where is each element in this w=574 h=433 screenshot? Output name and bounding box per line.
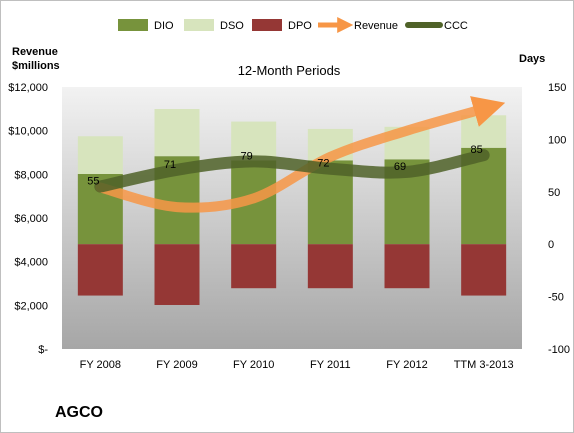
line-layer [94, 96, 506, 213]
left-tick-label: $10,000 [8, 126, 48, 138]
right-tick-label: 100 [548, 134, 566, 146]
bar-dpo-ttm-3-2013 [461, 244, 507, 296]
data-label-layer: 55 71 79 72 69 85 [87, 144, 483, 187]
left-tick-label: $- [38, 344, 48, 356]
x-tick-label-fy-2009: FY 2009 [156, 359, 197, 371]
ccc-label-fy-2011: 72 [317, 158, 329, 170]
ccc-line [94, 149, 490, 193]
x-tick-label-fy-2010: FY 2010 [233, 359, 274, 371]
right-tick-label: -50 [548, 292, 564, 304]
ccc-label-ttm-3-2013: 85 [471, 144, 483, 156]
legend-label-dpo: DPO [288, 20, 312, 32]
x-tick-label-ttm-3-2013: TTM 3-2013 [454, 359, 514, 371]
legend-swatch-dso [184, 19, 214, 31]
ccc-label-fy-2010: 79 [241, 150, 253, 162]
bar-dpo-fy-2012 [384, 244, 430, 289]
left-axis-label-line2: $millions [12, 60, 60, 72]
bar-dpo-fy-2009 [154, 244, 200, 305]
x-tick-label-fy-2012: FY 2012 [386, 359, 427, 371]
ccc-label-fy-2008: 55 [87, 176, 99, 188]
plot-area [62, 87, 522, 349]
right-tick-label: 0 [548, 239, 554, 251]
x-tick-label-fy-2011: FY 2011 [310, 359, 351, 371]
ccc-label-fy-2012: 69 [394, 161, 406, 173]
legend-label-revenue: Revenue [354, 20, 398, 32]
revenue-line [95, 96, 506, 213]
right-tick-label: 150 [548, 82, 566, 94]
bar-dpo-fy-2010 [231, 244, 277, 289]
right-tick-label: 50 [548, 187, 560, 199]
legend-label-dso: DSO [220, 20, 244, 32]
plot-background [62, 87, 522, 349]
bar-dpo-fy-2008 [77, 244, 123, 296]
legend-label-dio: DIO [154, 20, 174, 32]
company-name: AGCO [55, 404, 103, 421]
left-tick-label: $6,000 [14, 213, 48, 225]
bar-dso-fy-2010 [231, 121, 277, 161]
left-tick-label: $8,000 [14, 169, 48, 181]
right-tick-label: -100 [548, 344, 570, 356]
axes-layer: $12,000 $10,000 $8,000 $6,000 $4,000 $2,000 $-… [8, 82, 570, 371]
bar-dpo-fy-2011 [307, 244, 353, 289]
left-tick-label: $4,000 [14, 257, 48, 269]
left-tick-label: $12,000 [8, 82, 48, 94]
left-axis-label-line1: Revenue [12, 46, 58, 58]
legend-swatch-dpo [252, 19, 282, 31]
x-tick-label-fy-2008: FY 2008 [80, 359, 121, 371]
ccc-label-fy-2009: 71 [164, 159, 176, 171]
left-tick-label: $2,000 [14, 300, 48, 312]
chart-title: 12-Month Periods [238, 63, 341, 78]
right-axis-label: Days [519, 53, 545, 65]
legend-swatch-dio [118, 19, 148, 31]
bar-dso-ttm-3-2013 [461, 115, 507, 148]
legend-label-ccc: CCC [444, 20, 468, 32]
bar-dso-fy-2008 [77, 136, 123, 174]
bar-dso-fy-2009 [154, 109, 200, 157]
legend: DIO DSO DPO Revenue CCC [118, 16, 468, 34]
